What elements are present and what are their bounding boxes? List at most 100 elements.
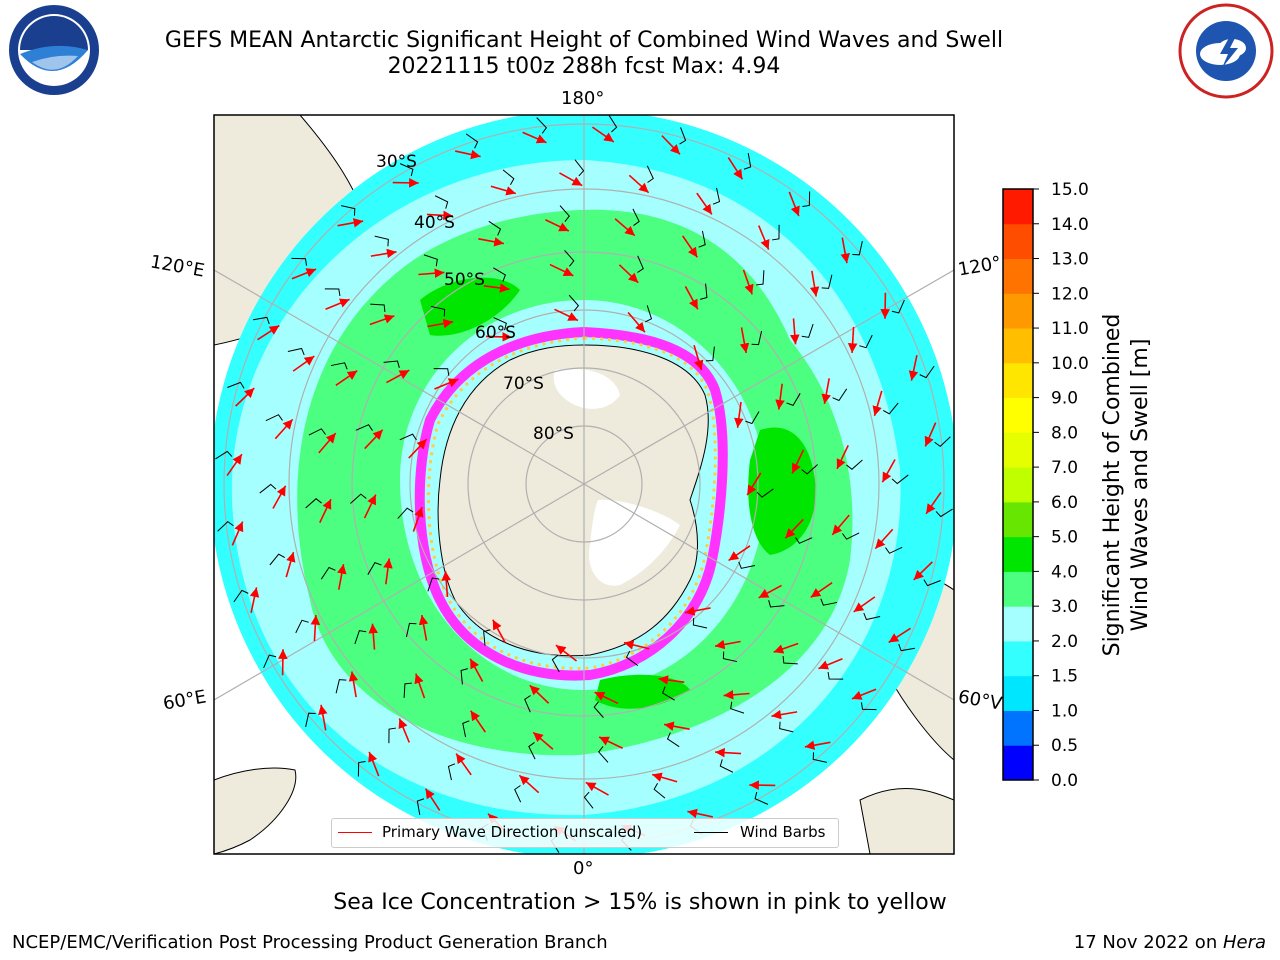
wind-barb	[430, 305, 446, 317]
wind-barb	[269, 553, 286, 566]
wind-barb	[923, 579, 941, 587]
wave-direction-arrow	[851, 688, 877, 700]
wave-direction-arrow	[881, 459, 896, 483]
wave-direction-arrow	[370, 248, 397, 259]
map-title: GEFS MEAN Antarctic Significant Height o…	[164, 28, 1004, 53]
wave-direction-arrow	[836, 445, 849, 470]
wave-direction-arrow	[426, 210, 453, 221]
wind-barb	[666, 732, 680, 748]
wave-direction-arrow	[693, 344, 704, 371]
wave-direction-arrow	[231, 521, 244, 546]
colorbar-segment	[1003, 710, 1033, 746]
colorbar-segment	[1003, 536, 1033, 572]
wind-barb	[771, 224, 780, 241]
wave-direction-arrow	[663, 721, 690, 731]
wind-barb	[756, 488, 774, 498]
wave-direction-arrow	[658, 675, 685, 685]
lat-label-30s: 30°S	[376, 152, 417, 172]
wind-barb	[528, 742, 536, 760]
wind-barb	[859, 334, 873, 349]
wave-direction-arrow	[554, 308, 579, 322]
wave-direction-arrow	[285, 551, 296, 578]
colorbar-tick-label: 9.0	[1051, 389, 1078, 409]
wave-direction-arrow	[809, 270, 820, 297]
wind-barb	[357, 760, 366, 777]
wave-direction-arrow	[318, 432, 337, 454]
wind-barb	[551, 654, 560, 673]
colorbar-tick-label: 4.0	[1051, 562, 1078, 582]
wave-direction-arrow	[249, 587, 260, 613]
wind-barb	[259, 483, 277, 494]
wind-barb	[399, 163, 414, 177]
colorbar-segment	[1003, 745, 1033, 781]
wind-barb	[934, 436, 951, 448]
wave-direction-arrow	[418, 614, 429, 641]
wind-barb	[821, 274, 833, 289]
wave-direction-arrow	[728, 545, 751, 562]
wind-barb	[383, 360, 400, 368]
wave-direction-arrows	[215, 115, 953, 853]
colorbar-segment	[1003, 501, 1033, 538]
wave-direction-arrow	[684, 286, 699, 310]
wave-direction-arrow	[810, 582, 833, 599]
colorbar-segment	[1003, 675, 1033, 711]
wave-direction-arrow	[723, 689, 750, 700]
colorbar-tick-label: 5.0	[1051, 528, 1078, 548]
wave-direction-arrow	[310, 615, 321, 642]
wind-barb	[427, 577, 440, 592]
wind-barb	[374, 235, 389, 247]
colorbar-tick-label: 0.5	[1051, 736, 1078, 756]
colorbar-tick-label: 8.0	[1051, 423, 1078, 443]
lat-label-80s: 80°S	[533, 424, 574, 444]
sea-ice-caption: Sea Ice Concentration > 15% is shown in …	[333, 890, 947, 915]
wind-barb	[885, 546, 903, 554]
wave-direction-arrow	[594, 691, 619, 705]
wind-barb	[559, 205, 570, 222]
wave-direction-arrow	[469, 710, 486, 733]
wave-direction-arrow	[292, 355, 315, 372]
wind-barb	[662, 686, 675, 701]
wind-barb	[265, 414, 283, 422]
wind-barb	[751, 330, 763, 346]
noaa-logo	[7, 3, 101, 97]
colorbar-tick-label: 1.0	[1051, 701, 1078, 721]
wave-direction-arrow	[518, 774, 540, 794]
wind-barb	[354, 630, 367, 645]
wave-direction-arrow	[853, 596, 876, 613]
wave-height-4-5m-patch	[420, 277, 816, 709]
wave-direction-arrow	[746, 472, 762, 496]
colorbar-tick-label: 11.0	[1051, 319, 1089, 339]
wind-barb	[679, 127, 687, 145]
wave-direction-arrow	[627, 311, 646, 333]
colorbar-segment	[1003, 397, 1033, 433]
wind-barb	[846, 459, 863, 470]
wind-barb	[233, 589, 249, 603]
colorbar-segment	[1003, 432, 1033, 468]
wind-barb	[524, 695, 531, 713]
colorbar-tick-label: 1.5	[1051, 667, 1078, 687]
wave-direction-arrow	[872, 390, 883, 417]
wind-barb	[632, 208, 640, 226]
wave-direction-arrow	[363, 494, 377, 519]
wind-barb	[253, 316, 270, 325]
wave-direction-arrow	[821, 378, 831, 405]
wave-direction-arrow	[483, 283, 510, 293]
wind-barb	[341, 205, 356, 216]
wave-direction-arrow	[598, 736, 623, 749]
wind-barb	[645, 305, 653, 323]
wind-barb	[646, 165, 654, 183]
wave-direction-arrow	[522, 131, 547, 144]
wind-barb	[465, 133, 479, 149]
wind-barb	[754, 791, 769, 805]
wind-barb	[399, 433, 417, 441]
colorbar-segment	[1003, 640, 1033, 677]
wave-direction-arrow	[427, 318, 454, 329]
wave-direction-arrow	[758, 584, 782, 599]
wind-barb	[756, 270, 765, 286]
wave-direction-arrow	[532, 731, 554, 750]
wind-barb	[370, 303, 386, 312]
wave-direction-arrow	[408, 438, 428, 459]
wind-barb	[403, 682, 412, 698]
colorbar-tick-label: 10.0	[1051, 354, 1089, 374]
